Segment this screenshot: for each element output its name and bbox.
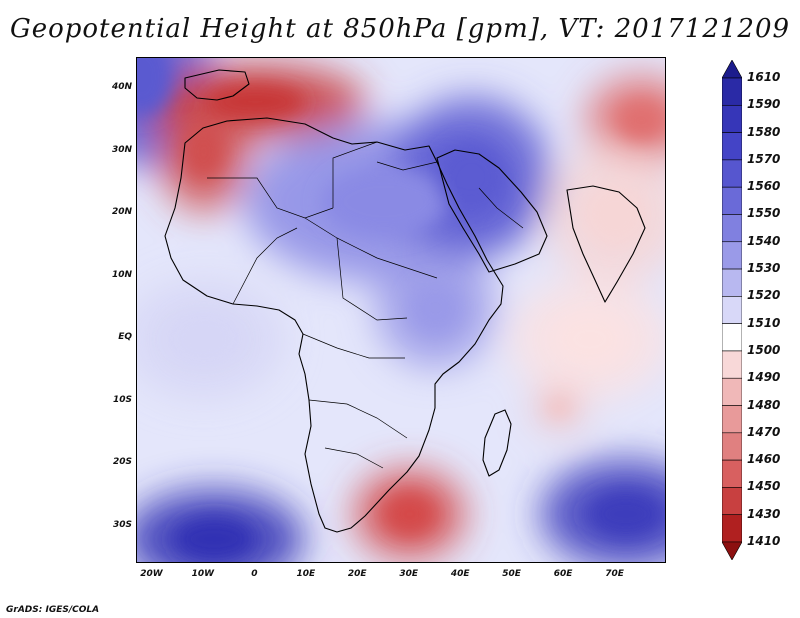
himalaya-low-core [616,100,665,141]
lat-tick-label: 10S [112,394,132,405]
coastlines [164,69,646,533]
colorbar-label: 1500 [747,342,781,357]
lat-tick-label: EQ [118,332,132,343]
colorbar-label: 1520 [747,288,781,303]
height-field-map[interactable] [137,58,666,563]
lon-tick-label: 30E [399,569,419,579]
colorbar-swatch [722,405,742,434]
colorbar-swatch [722,132,742,161]
saharan-high-core [320,165,447,238]
lon-tick-label: 0 [251,569,258,579]
madagascar-coastline [482,409,512,477]
border-line [376,161,438,171]
colorbar-label: 1410 [747,534,781,548]
border-line [304,217,438,279]
lat-tick-label: 10N [111,269,132,280]
border-line [302,333,405,359]
field-core-layer [137,58,665,562]
colorbar-label: 1430 [747,506,781,521]
colorbar-label: 1490 [747,370,781,385]
colorbar-label: 1540 [747,233,781,248]
colorbar-label: 1550 [747,206,781,221]
africa-coastline [164,117,504,533]
colorbar-swatch [722,241,742,270]
colorbar-label: 1510 [747,315,781,330]
lon-tick-label: 70E [605,569,624,579]
colorbar-swatch [722,377,742,406]
colorbar-swatch [722,186,742,215]
map-title: Geopotential Height at 850hPa [gpm], VT:… [9,14,791,44]
mozambique-low-core [547,397,571,418]
colorbar-swatch [722,487,742,516]
moroccan-low-core [183,124,225,179]
lon-tick-label: 40E [450,569,470,579]
colorbar-swatch [722,104,742,133]
east-africa-high-core [408,280,463,335]
colorbar-swatch [722,432,742,461]
border-line [332,141,378,208]
lon-tick-label: 50E [502,569,521,579]
lon-tick-label: 20E [347,569,367,579]
lat-tick-label: 40N [111,82,132,93]
colorbar-label: 1570 [747,151,781,166]
india-coastline [566,185,646,303]
colorbar-label: 1470 [747,424,781,439]
colorbar-swatch [722,323,742,352]
se-indian-high-core [587,489,665,539]
lon-tick-label: 10E [296,569,316,579]
lat-tick-label: 30S [112,519,132,530]
arabian-high-core [435,140,508,213]
border-line [478,187,524,229]
colorbar-label: 1610 [747,70,781,84]
colorbar-swatch [722,159,742,188]
south-africa-low-core [384,493,435,535]
border-line [207,177,334,219]
nw-atlantic-high-core [137,58,174,118]
colorbar-swatch [722,514,742,543]
colorbar-min-arrow [722,541,742,560]
colorbar-label: 1450 [747,479,781,494]
colorbar-swatch [722,77,742,106]
lat-tick-label: 30N [111,144,132,155]
colorbar-swatch [722,350,742,379]
border-line [308,399,408,439]
colorbar-swatch [722,268,742,297]
iberia-coastline [184,69,250,101]
equatorial-atlantic-core [167,312,240,367]
colorbar-swatch [722,214,742,243]
arabia-coastline [436,149,548,273]
colorbar-swatch [722,459,742,488]
footer-credit: GrADS: IGES/COLA [6,605,100,615]
colorbar-label: 1530 [747,261,781,276]
colorbar-max-arrow [722,60,742,79]
border-line [324,447,384,469]
lon-tick-label: 10W [191,569,215,579]
lon-tick-label: 20W [140,569,163,579]
border-line [336,237,408,321]
lon-tick-label: 60E [553,569,573,579]
india-mild-core [584,182,648,246]
sw-atlantic-high-core [173,516,255,562]
lat-tick-label: 20S [112,457,132,468]
colorbar-label: 1580 [747,124,781,139]
map-frame[interactable] [136,57,666,563]
colorbar [722,60,742,560]
colorbar-label: 1590 [747,97,781,112]
colorbar-label: 1460 [747,452,781,467]
country-borders [207,141,524,469]
north-africa-low-core [205,84,305,119]
lat-tick-label: 20N [111,207,132,218]
colorbar-label: 1480 [747,397,781,412]
colorbar-swatch [722,296,742,324]
indian-ocean-mild-core [553,312,626,367]
colorbar-label: 1560 [747,179,781,194]
border-line [232,227,298,305]
